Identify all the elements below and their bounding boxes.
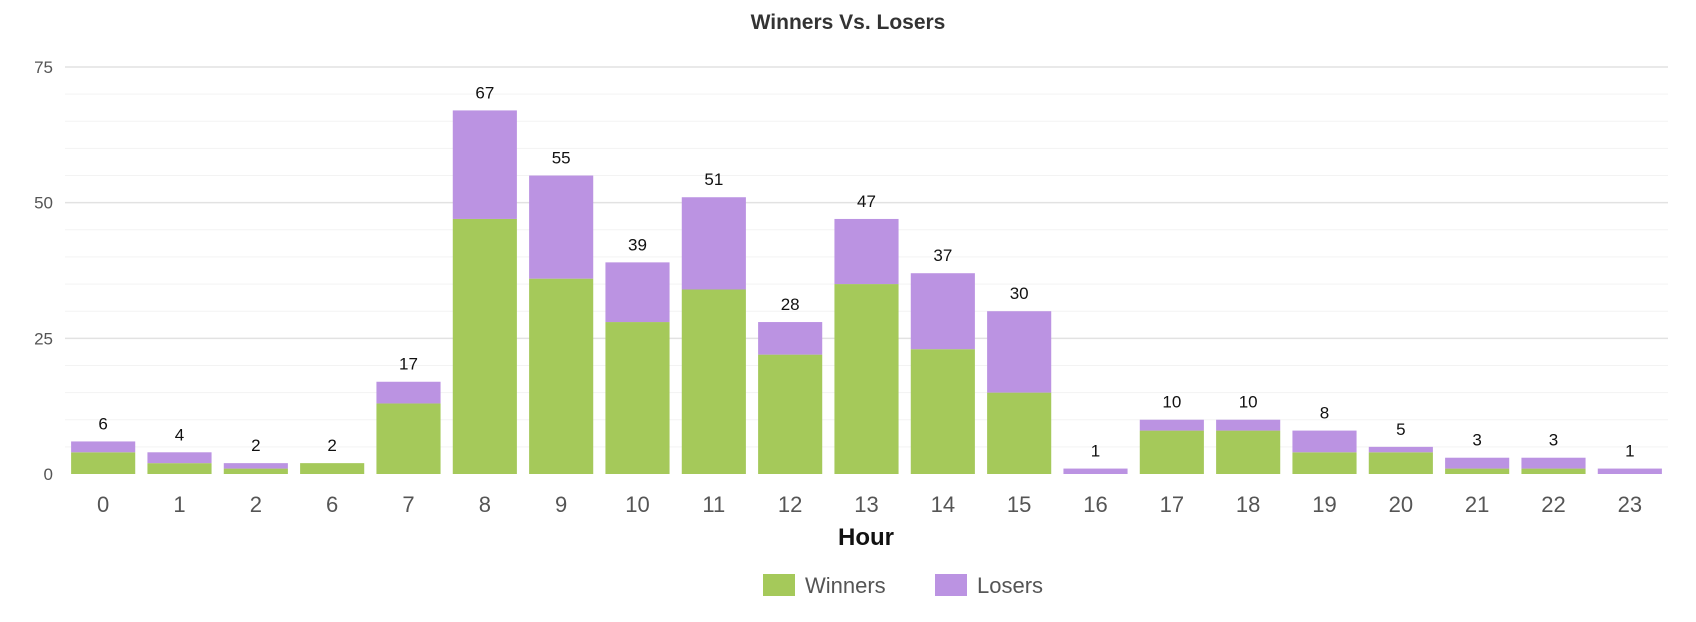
bar-winners: [605, 322, 670, 474]
bar-winners: [529, 278, 594, 474]
data-label: 67: [475, 83, 494, 102]
x-tick-label: 1: [173, 492, 185, 517]
x-axis-label: Hour: [838, 524, 894, 551]
x-tick-label: 13: [854, 492, 878, 517]
x-tick-label: 18: [1236, 492, 1260, 517]
bar-winners: [376, 403, 441, 474]
x-tick-label: 0: [97, 492, 109, 517]
data-label: 3: [1472, 431, 1481, 450]
data-label: 2: [251, 436, 260, 455]
x-tick-label: 21: [1465, 492, 1489, 517]
bar-winners: [1368, 452, 1433, 474]
data-label: 6: [98, 414, 107, 433]
legend: Winners Losers: [763, 573, 1043, 598]
data-label: 2: [327, 436, 336, 455]
bar-winners: [1445, 468, 1510, 474]
data-label: 28: [781, 295, 800, 314]
x-tick-label: 20: [1389, 492, 1413, 517]
data-label: 3: [1549, 431, 1558, 450]
bar-winners: [147, 463, 212, 474]
x-tick-label: 17: [1160, 492, 1184, 517]
legend-swatch-winners: [763, 574, 795, 596]
x-axis: 0 1 2 6 7 8 9 10 11 12 13 14 15 16 17 18 19 20 21 22 23: [97, 492, 1642, 517]
bar-losers: [987, 311, 1052, 393]
bar-winners: [71, 452, 136, 474]
bar-losers: [758, 322, 823, 355]
data-label: 10: [1239, 393, 1258, 412]
x-tick-label: 9: [555, 492, 567, 517]
data-label: 17: [399, 355, 418, 374]
bar-winners: [300, 463, 365, 474]
bar-winners: [223, 468, 288, 474]
data-label: 1: [1091, 442, 1100, 461]
legend-swatch-losers: [935, 574, 967, 596]
bar-winners: [1216, 430, 1281, 474]
bar-losers: [1292, 430, 1357, 453]
bar-losers: [1216, 419, 1281, 431]
data-label: 39: [628, 235, 647, 254]
bar-losers: [1597, 468, 1662, 474]
data-label: 30: [1010, 284, 1029, 303]
bar-losers: [147, 452, 212, 464]
y-tick-label: 0: [44, 465, 53, 484]
bar-winners: [1292, 452, 1357, 474]
y-axis: 0 25 50 75: [34, 58, 53, 484]
data-label: 47: [857, 192, 876, 211]
x-tick-label: 15: [1007, 492, 1031, 517]
legend-label-winners: Winners: [805, 573, 886, 598]
bar-winners: [1139, 430, 1204, 474]
y-tick-label: 25: [34, 329, 53, 348]
bar-losers: [1139, 419, 1204, 431]
x-tick-label: 10: [625, 492, 649, 517]
x-tick-label: 19: [1312, 492, 1336, 517]
bar-losers: [910, 273, 975, 350]
bar-losers: [605, 262, 670, 323]
x-tick-label: 11: [702, 492, 725, 517]
bar-losers: [1368, 446, 1433, 453]
x-tick-label: 14: [931, 492, 955, 517]
x-tick-label: 12: [778, 492, 802, 517]
y-tick-label: 75: [34, 58, 53, 77]
y-tick-label: 50: [34, 194, 53, 213]
x-tick-label: 7: [402, 492, 414, 517]
data-label: 4: [175, 425, 184, 444]
bar-winners: [681, 289, 746, 474]
x-tick-label: 2: [250, 492, 262, 517]
bars: 6 4 2 2 17 67 55 39 51 28 47 37 30 1 10 10 8 5 3 3 1: [71, 83, 1662, 474]
bar-losers: [834, 218, 899, 285]
bar-losers: [1521, 457, 1586, 469]
bar-winners: [1521, 468, 1586, 474]
data-label: 37: [933, 246, 952, 265]
data-label: 51: [704, 170, 723, 189]
bar-losers: [1063, 468, 1128, 474]
legend-label-losers: Losers: [977, 573, 1043, 598]
chart-title: Winners Vs. Losers: [751, 11, 946, 34]
x-tick-label: 23: [1618, 492, 1642, 517]
bar-losers: [223, 463, 288, 469]
bar-losers: [681, 197, 746, 290]
bar-winners: [987, 392, 1052, 474]
data-label: 1: [1625, 442, 1634, 461]
x-tick-label: 6: [326, 492, 338, 517]
bar-losers: [71, 441, 136, 453]
bar-losers: [376, 381, 441, 404]
x-tick-label: 8: [479, 492, 491, 517]
data-label: 5: [1396, 420, 1405, 439]
bar-winners: [834, 284, 899, 474]
bar-winners: [452, 218, 517, 474]
bar-losers: [529, 175, 594, 279]
x-tick-label: 16: [1083, 492, 1107, 517]
bar-losers: [452, 110, 517, 219]
data-label: 55: [552, 149, 571, 168]
data-label: 8: [1320, 404, 1329, 423]
bar-losers: [1445, 457, 1510, 469]
x-tick-label: 22: [1541, 492, 1565, 517]
data-label: 10: [1162, 393, 1181, 412]
bar-winners: [910, 349, 975, 474]
bar-winners: [758, 354, 823, 474]
